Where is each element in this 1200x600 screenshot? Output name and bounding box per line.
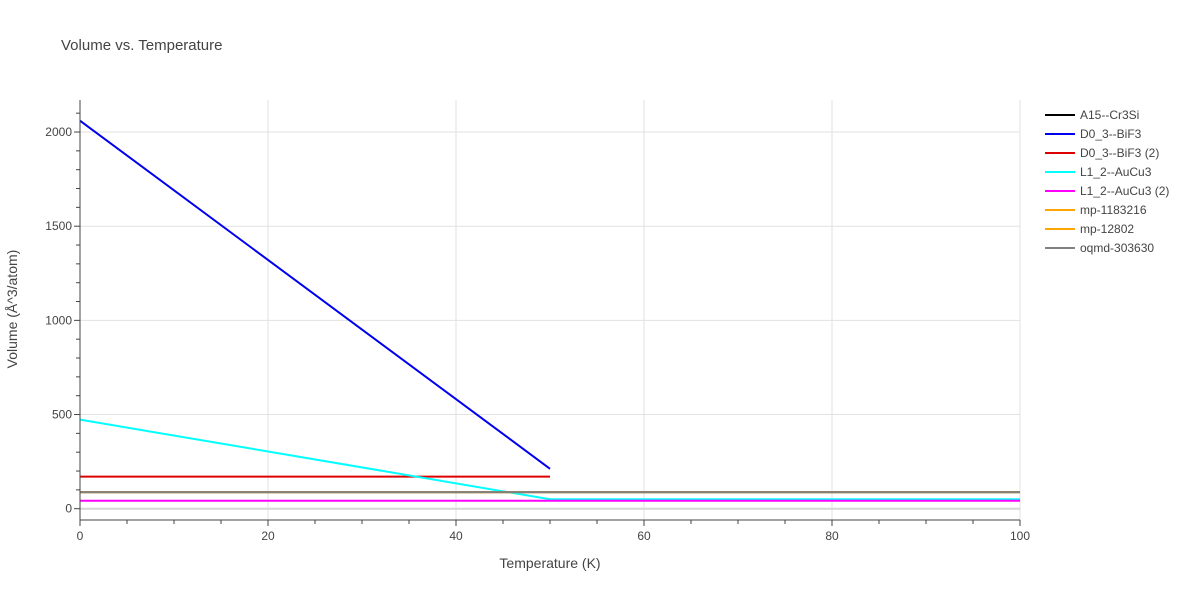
x-tick-label-0: 0: [77, 529, 84, 543]
legend-label-0: A15--Cr3Si: [1080, 108, 1139, 122]
x-tick-label-1: 20: [261, 529, 275, 543]
series-line-1: [79, 119, 551, 470]
y-axis-label: Volume (Å^3/atom): [4, 250, 20, 369]
legend-label-1: D0_3--BiF3: [1080, 127, 1142, 141]
legend-label-6: mp-12802: [1080, 222, 1134, 236]
legend: A15--Cr3Si D0_3--BiF3 D0_3--BiF3 (2) L1_2--…: [1045, 108, 1169, 255]
legend-label-2: D0_3--BiF3 (2): [1080, 146, 1159, 160]
y-tick-label-2: 1000: [45, 313, 72, 327]
legend-label-3: L1_2--AuCu3: [1080, 165, 1152, 179]
y-tick-label-1: 500: [52, 408, 72, 422]
series-line-3: [79, 418, 1020, 501]
y-tick-label-3: 1500: [45, 219, 72, 233]
legend-label-7: oqmd-303630: [1080, 241, 1154, 255]
y-tick-label-4: 2000: [45, 125, 72, 139]
x-tick-label-4: 80: [825, 529, 839, 543]
legend-label-4: L1_2--AuCu3 (2): [1080, 184, 1169, 198]
plot-area: [79, 119, 1020, 502]
legend-label-5: mp-1183216: [1080, 203, 1147, 217]
grid: [80, 100, 1021, 520]
x-tick-label-5: 100: [1010, 529, 1030, 543]
y-tick-label-0: 0: [65, 502, 72, 516]
x-axis-label: Temperature (K): [499, 555, 600, 571]
x-tick-label-3: 60: [637, 529, 651, 543]
x-tick-label-2: 40: [449, 529, 463, 543]
chart-title: Volume vs. Temperature: [61, 37, 222, 54]
